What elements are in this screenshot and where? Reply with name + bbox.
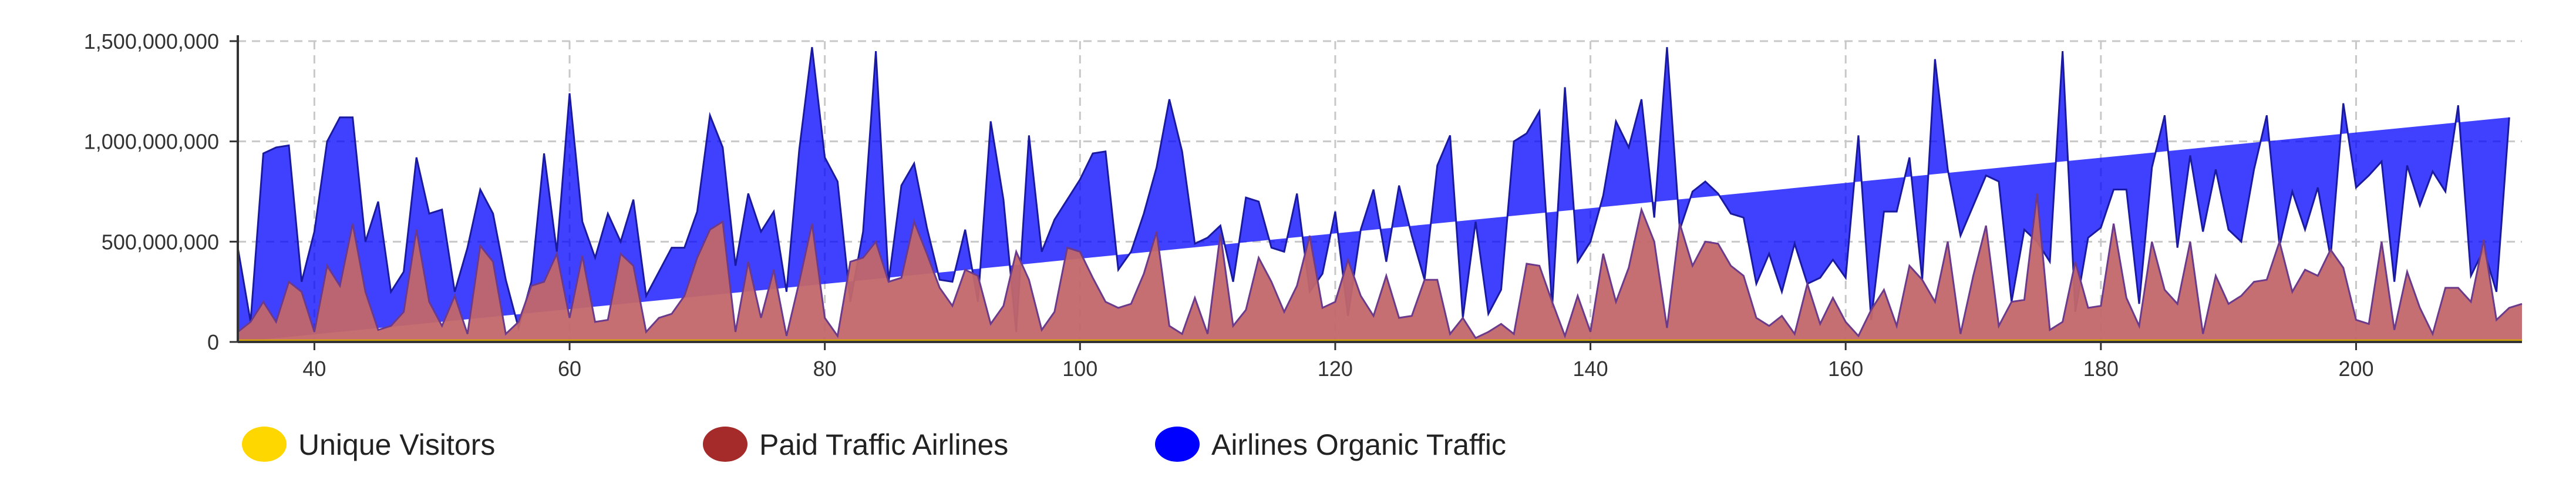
x-tick-label-100: 100 [1062,357,1097,381]
line-airlines-organic-traffic [237,47,2510,333]
legend-item-paid-traffic-airlines[interactable]: Paid Traffic Airlines [703,427,1008,462]
x-tick-label-120: 120 [1318,357,1353,381]
legend-item-unique-visitors[interactable]: Unique Visitors [242,427,495,462]
x-tick-label-60: 60 [558,357,581,381]
legend-label: Unique Visitors [298,428,495,461]
y-tick-label-0: 0 [207,330,219,354]
legend-swatch [1155,427,1200,462]
legend-label: Paid Traffic Airlines [759,428,1008,461]
area-paid-traffic-airlines [238,193,2522,342]
x-tick-label-140: 140 [1573,357,1608,381]
plot-areas [237,47,2523,343]
x-tick-label-200: 200 [2338,357,2373,381]
y-tick-label-1: 500,000,000 [102,230,219,254]
line-paid-traffic-airlines [237,193,2523,340]
y-tick-label-3: 1,500,000,000 [84,29,219,53]
legend-item-airlines-organic-traffic[interactable]: Airlines Organic Traffic [1155,427,1506,462]
y-tick-label-2: 1,000,000,000 [84,130,219,154]
legend-swatch [242,427,287,462]
x-tick-label-180: 180 [2083,357,2119,381]
axes: 0 500,000,000 1,000,000,000 1,500,000,000 40… [84,29,2522,381]
x-tick-label-80: 80 [813,357,837,381]
x-tick-label-40: 40 [302,357,326,381]
legend-label: Airlines Organic Traffic [1211,428,1506,461]
legend: Unique Visitors Paid Traffic Airlines Airl… [242,427,1506,462]
x-tick-label-160: 160 [1828,357,1863,381]
legend-swatch [703,427,747,462]
